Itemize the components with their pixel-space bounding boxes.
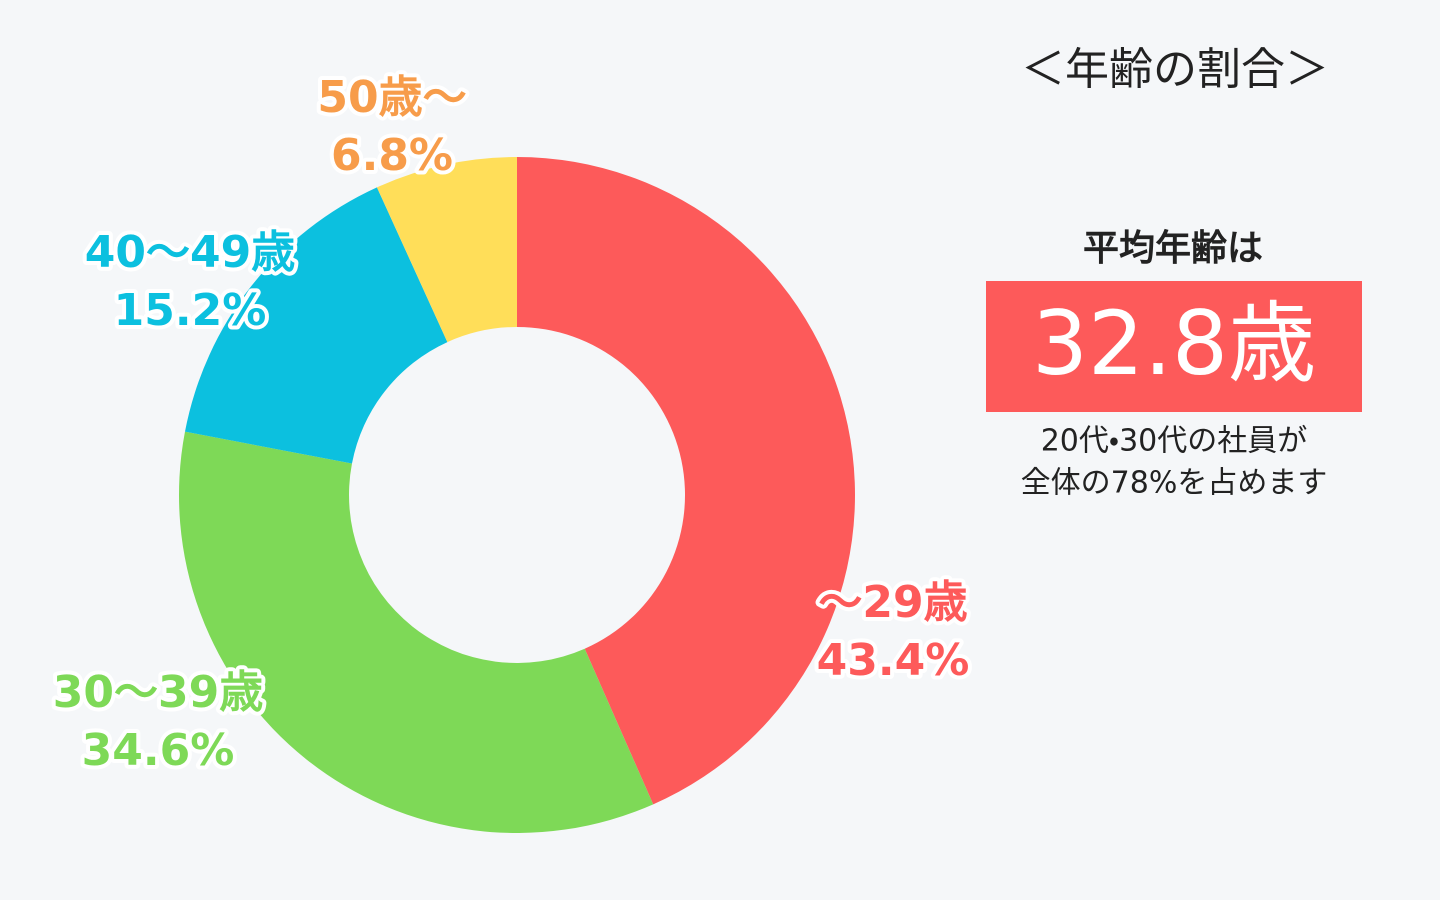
chart-title: ＜年齢の割合＞ bbox=[1021, 44, 1329, 95]
average-label: 平均年齢は bbox=[1083, 228, 1263, 269]
average-box bbox=[986, 281, 1362, 412]
slice-label: ～29歳 bbox=[818, 577, 967, 628]
slice-label: 50歳～ bbox=[317, 72, 466, 123]
note-line: 20代・30代の社員が bbox=[1041, 424, 1308, 459]
average-value: 32.8歳 bbox=[1032, 292, 1316, 395]
value-label: 6.8% bbox=[331, 130, 453, 181]
donut-slice bbox=[184, 187, 448, 464]
donut-slice bbox=[178, 431, 654, 833]
note-line: 全体の78%を占めます bbox=[1021, 466, 1328, 501]
donut-slice bbox=[376, 157, 517, 343]
slice-label: 40～49歳 bbox=[85, 227, 295, 278]
value-label: 43.4% bbox=[817, 635, 970, 686]
value-label: 34.6% bbox=[82, 725, 235, 776]
donut-slice bbox=[517, 157, 855, 805]
value-label: 15.2% bbox=[114, 285, 267, 336]
slice-label: 30～39歳 bbox=[53, 667, 263, 718]
